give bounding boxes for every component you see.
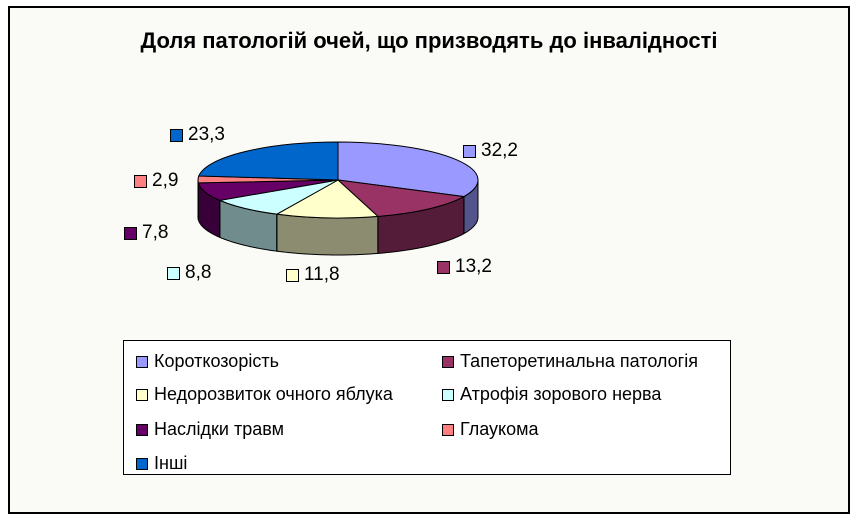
data-label: 8,8 xyxy=(167,262,211,284)
legend-swatch xyxy=(136,355,148,368)
data-label-value: 8,8 xyxy=(185,262,212,283)
legend-swatch xyxy=(136,457,148,470)
data-label: 7,8 xyxy=(124,222,168,244)
legend-swatch xyxy=(442,388,454,401)
pie-slice-1 xyxy=(337,141,479,198)
pie-slice-7 xyxy=(198,141,339,181)
legend-swatch xyxy=(442,423,454,436)
legend-swatch xyxy=(136,423,148,436)
legend: Короткозорість Тапеторетинальна патологія… xyxy=(123,340,731,475)
legend-swatch xyxy=(136,388,148,401)
legend-item: Недорозвиток очного яблука xyxy=(136,384,393,405)
chart-title: Доля патологій очей, що призводять до ін… xyxy=(140,28,718,53)
pie-slice-3 xyxy=(275,179,380,219)
data-label-swatch xyxy=(437,260,450,274)
data-label-value: 23,3 xyxy=(188,124,225,145)
data-label-swatch xyxy=(134,174,147,188)
pie-slice-2 xyxy=(336,179,466,217)
legend-item: Короткозорість xyxy=(136,351,279,372)
legend-item: Наслідки травм xyxy=(136,419,284,440)
data-label: 2,9 xyxy=(134,170,178,192)
data-label-value: 32,2 xyxy=(481,140,518,161)
data-label: 23,3 xyxy=(170,124,225,146)
legend-label: Атрофія зорового нерва xyxy=(460,384,662,404)
legend-item: Тапеторетинальна патологія xyxy=(442,351,698,372)
data-label: 11,8 xyxy=(286,264,340,286)
data-label-swatch xyxy=(463,144,476,158)
legend-label: Тапеторетинальна патологія xyxy=(460,351,698,371)
legend-item: Атрофія зорового нерва xyxy=(442,384,661,405)
legend-item: Глаукома xyxy=(442,419,539,440)
legend-label: Глаукома xyxy=(460,419,539,439)
legend-label: Наслідки травм xyxy=(154,419,284,439)
data-label-value: 13,2 xyxy=(455,256,492,277)
data-label-swatch xyxy=(167,266,180,280)
data-label-swatch xyxy=(286,268,299,282)
data-label-value: 11,8 xyxy=(304,264,340,285)
legend-label: Інші xyxy=(154,453,188,473)
data-label-swatch xyxy=(170,128,183,142)
legend-swatch xyxy=(442,355,454,368)
pie-side-3 xyxy=(276,213,379,256)
data-label-swatch xyxy=(124,226,137,240)
legend-label: Недорозвиток очного яблука xyxy=(154,384,393,404)
data-label: 32,2 xyxy=(463,140,518,162)
legend-item: Інші xyxy=(136,453,187,474)
legend-label: Короткозорість xyxy=(154,351,279,371)
pie-slices xyxy=(197,141,479,219)
data-label-value: 2,9 xyxy=(152,170,179,191)
data-label-value: 7,8 xyxy=(142,222,169,243)
data-label: 13,2 xyxy=(437,256,492,278)
